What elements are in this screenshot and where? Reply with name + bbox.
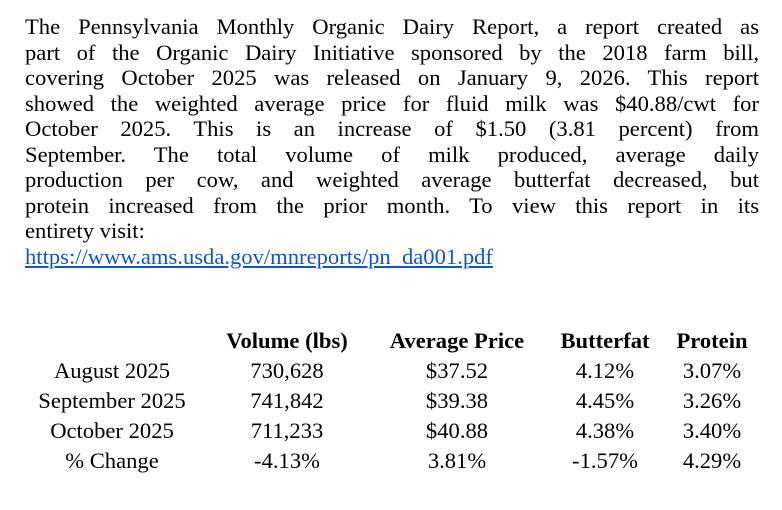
paragraph-line-6: September. The total volume of milk prod… — [25, 141, 759, 167]
report-link[interactable]: https://www.ams.usda.gov/mnreports/pn_da… — [25, 243, 493, 269]
paragraph-line-8: protein increased from the prior month. … — [25, 192, 759, 218]
paragraph-line-1: The Pennsylvania Monthly Organic Dairy R… — [25, 14, 759, 39]
paragraph-line-4: showed the weighted average price for fl… — [25, 90, 759, 116]
protein-cell: 3.40% — [682, 418, 742, 443]
price-cell: 3.81% — [427, 448, 487, 473]
butterfat-cell: 4.45% — [575, 388, 635, 413]
paragraph-line-9: entirety visit: — [25, 218, 145, 243]
protein-cell: 3.07% — [682, 358, 742, 383]
butterfat-cell: -1.57% — [572, 448, 638, 473]
paragraph-line-5: October 2025. This is an increase of $1.… — [25, 116, 759, 141]
volume-cell: 741,842 — [250, 388, 324, 413]
row-label: October 2025 — [50, 418, 174, 443]
table-row: August 2025 730,628 $37.52 4.12% 3.07% — [18, 356, 760, 386]
volume-cell: -4.13% — [254, 448, 320, 473]
report-paragraph: The Pennsylvania Monthly Organic Dairy R… — [25, 14, 759, 244]
paragraph-line-7: production per cow, and weighted average… — [25, 167, 759, 192]
paragraph-line-2: part of the Organic Dairy Initiative spo… — [25, 39, 759, 65]
row-label: % Change — [65, 448, 159, 473]
butterfat-cell: 4.12% — [575, 358, 635, 383]
header-butterfat: Butterfat — [560, 328, 650, 353]
protein-cell: 3.26% — [682, 388, 742, 413]
volume-cell: 711,233 — [250, 418, 324, 443]
butterfat-cell: 4.38% — [575, 418, 635, 443]
dairy-data-table: Volume (lbs) Average Price Butterfat Pro… — [18, 326, 760, 476]
header-label — [18, 326, 206, 356]
report-link-line: https://www.ams.usda.gov/mnreports/pn_da… — [25, 244, 759, 270]
price-cell: $39.38 — [425, 388, 489, 413]
table-row: October 2025 711,233 $40.88 4.38% 3.40% — [18, 416, 760, 446]
table-row: September 2025 741,842 $39.38 4.45% 3.26… — [18, 386, 760, 416]
table-row: % Change -4.13% 3.81% -1.57% 4.29% — [18, 446, 760, 476]
volume-cell: 730,628 — [250, 358, 324, 383]
report-body: The Pennsylvania Monthly Organic Dairy R… — [25, 14, 759, 269]
header-volume: Volume (lbs) — [226, 328, 348, 353]
price-cell: $37.52 — [425, 358, 489, 383]
header-protein: Protein — [676, 328, 748, 353]
protein-cell: 4.29% — [682, 448, 742, 473]
table-header-row: Volume (lbs) Average Price Butterfat Pro… — [18, 326, 760, 356]
row-label: September 2025 — [38, 388, 186, 413]
price-cell: $40.88 — [425, 418, 489, 443]
row-label: August 2025 — [53, 358, 171, 383]
paragraph-line-3: covering October 2025 was released on Ja… — [25, 65, 759, 90]
header-average-price: Average Price — [389, 328, 525, 353]
